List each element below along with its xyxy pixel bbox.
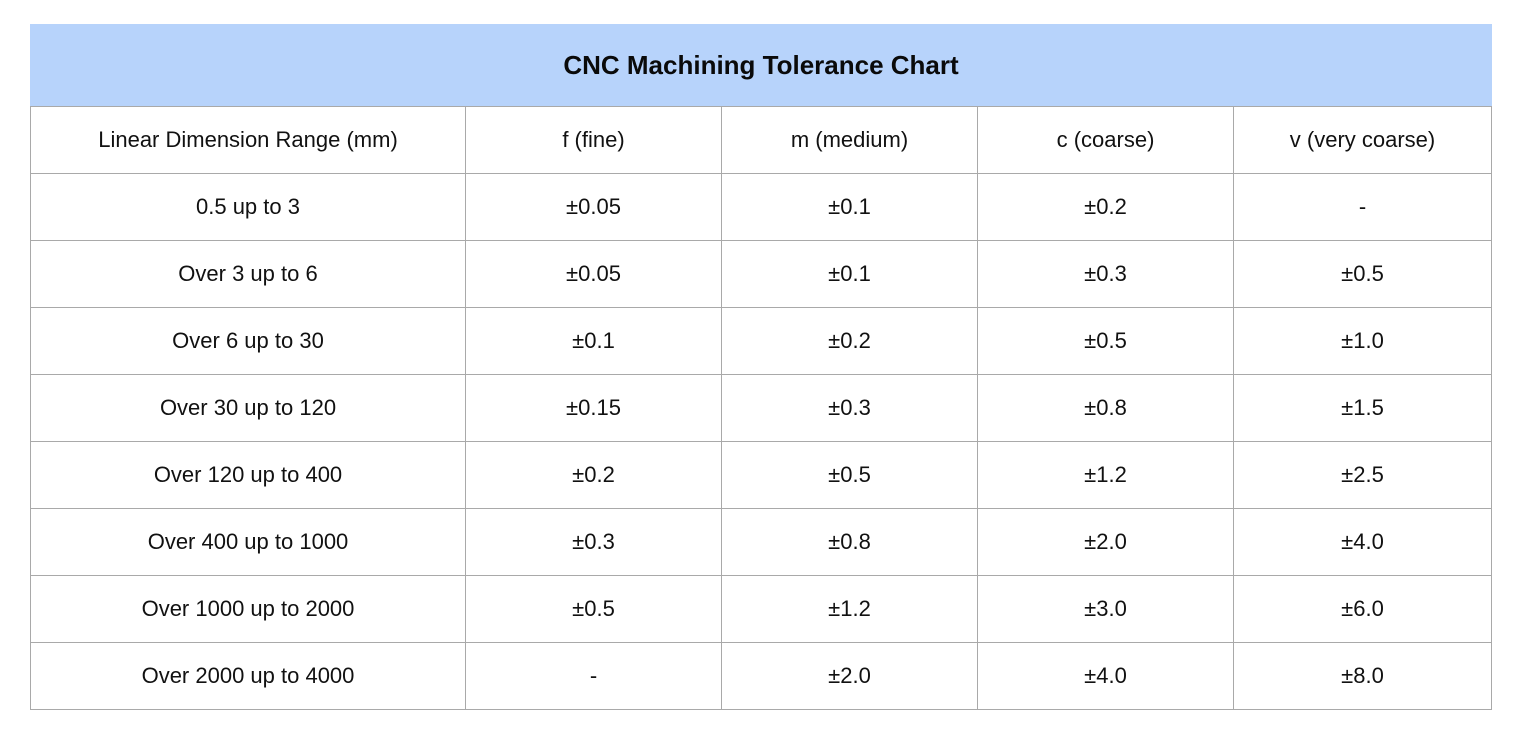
column-header-medium: m (medium) bbox=[721, 106, 978, 174]
cell-very-coarse: ±6.0 bbox=[1232, 575, 1493, 643]
cell-fine: ±0.5 bbox=[465, 575, 722, 643]
table-row: 0.5 up to 3 ±0.05 ±0.1 ±0.2 - bbox=[30, 173, 1493, 241]
cell-coarse: ±0.8 bbox=[977, 374, 1234, 442]
cell-very-coarse: ±1.0 bbox=[1232, 307, 1493, 375]
table-row: Over 3 up to 6 ±0.05 ±0.1 ±0.3 ±0.5 bbox=[30, 240, 1493, 308]
cell-coarse: ±0.2 bbox=[977, 173, 1234, 241]
cell-coarse: ±0.5 bbox=[977, 307, 1234, 375]
cell-dimension-range: Over 2000 up to 4000 bbox=[30, 642, 466, 710]
tolerance-table: CNC Machining Tolerance Chart Linear Dim… bbox=[29, 24, 1493, 710]
cell-dimension-range: Over 30 up to 120 bbox=[30, 374, 466, 442]
cell-coarse: ±2.0 bbox=[977, 508, 1234, 576]
column-header-fine: f (fine) bbox=[465, 106, 722, 174]
cell-fine: ±0.1 bbox=[465, 307, 722, 375]
table-row: Over 400 up to 1000 ±0.3 ±0.8 ±2.0 ±4.0 bbox=[30, 508, 1493, 576]
cell-medium: ±0.3 bbox=[721, 374, 978, 442]
cell-fine: ±0.15 bbox=[465, 374, 722, 442]
cell-fine: ±0.05 bbox=[465, 240, 722, 308]
table-row: Over 1000 up to 2000 ±0.5 ±1.2 ±3.0 ±6.0 bbox=[30, 575, 1493, 643]
cell-very-coarse: - bbox=[1232, 173, 1493, 241]
cell-very-coarse: ±4.0 bbox=[1232, 508, 1493, 576]
cell-dimension-range: Over 6 up to 30 bbox=[30, 307, 466, 375]
cell-dimension-range: Over 400 up to 1000 bbox=[30, 508, 466, 576]
cell-fine: ±0.3 bbox=[465, 508, 722, 576]
cell-fine: ±0.2 bbox=[465, 441, 722, 509]
table-row: Over 120 up to 400 ±0.2 ±0.5 ±1.2 ±2.5 bbox=[30, 441, 1493, 509]
table-title: CNC Machining Tolerance Chart bbox=[29, 24, 1493, 107]
cell-coarse: ±3.0 bbox=[977, 575, 1234, 643]
cell-medium: ±0.8 bbox=[721, 508, 978, 576]
tolerance-table-container: CNC Machining Tolerance Chart Linear Dim… bbox=[29, 24, 1493, 710]
cell-dimension-range: 0.5 up to 3 bbox=[30, 173, 466, 241]
cell-very-coarse: ±2.5 bbox=[1232, 441, 1493, 509]
cell-coarse: ±1.2 bbox=[977, 441, 1234, 509]
cell-dimension-range: Over 1000 up to 2000 bbox=[30, 575, 466, 643]
cell-dimension-range: Over 3 up to 6 bbox=[30, 240, 466, 308]
cell-medium: ±1.2 bbox=[721, 575, 978, 643]
cell-fine: ±0.05 bbox=[465, 173, 722, 241]
cell-coarse: ±0.3 bbox=[977, 240, 1234, 308]
table-row: Over 30 up to 120 ±0.15 ±0.3 ±0.8 ±1.5 bbox=[30, 374, 1493, 442]
cell-fine: - bbox=[465, 642, 722, 710]
cell-very-coarse: ±1.5 bbox=[1232, 374, 1493, 442]
table-row: Over 2000 up to 4000 - ±2.0 ±4.0 ±8.0 bbox=[30, 642, 1493, 710]
cell-medium: ±2.0 bbox=[721, 642, 978, 710]
title-row: CNC Machining Tolerance Chart bbox=[29, 24, 1493, 107]
cell-very-coarse: ±0.5 bbox=[1232, 240, 1493, 308]
cell-medium: ±0.2 bbox=[721, 307, 978, 375]
column-header-dimension-range: Linear Dimension Range (mm) bbox=[30, 106, 466, 174]
cell-medium: ±0.1 bbox=[721, 173, 978, 241]
table-row: Over 6 up to 30 ±0.1 ±0.2 ±0.5 ±1.0 bbox=[30, 307, 1493, 375]
cell-coarse: ±4.0 bbox=[977, 642, 1234, 710]
table-body: 0.5 up to 3 ±0.05 ±0.1 ±0.2 - Over 3 up … bbox=[30, 173, 1493, 710]
cell-very-coarse: ±8.0 bbox=[1232, 642, 1493, 710]
cell-medium: ±0.1 bbox=[721, 240, 978, 308]
cell-dimension-range: Over 120 up to 400 bbox=[30, 441, 466, 509]
cell-medium: ±0.5 bbox=[721, 441, 978, 509]
column-header-coarse: c (coarse) bbox=[977, 106, 1234, 174]
header-row: Linear Dimension Range (mm) f (fine) m (… bbox=[30, 106, 1493, 174]
column-header-very-coarse: v (very coarse) bbox=[1232, 106, 1493, 174]
